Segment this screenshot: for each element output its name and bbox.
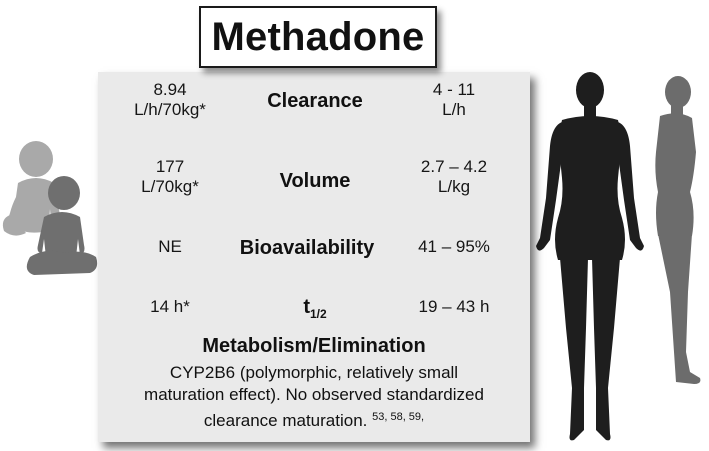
pediatric-half-life-line-1: 14 h* bbox=[150, 297, 190, 316]
half-life-label: t1/2 bbox=[240, 295, 390, 326]
title-box: Methadone bbox=[199, 6, 437, 68]
pediatric-volume-line-2: L/70kg* bbox=[141, 177, 199, 196]
adult-half-life-line-1: 19 – 43 h bbox=[418, 297, 490, 316]
pediatric-clearance-line-2: L/h/70kg* bbox=[134, 100, 206, 119]
volume-label: Volume bbox=[279, 170, 351, 192]
pediatric-bioavailability-value: NE bbox=[100, 237, 240, 257]
adult-clearance-value: 4 - 11 L/h bbox=[386, 80, 522, 120]
pediatric-clearance-value: 8.94 L/h/70kg* bbox=[100, 80, 240, 120]
page-title: Methadone bbox=[211, 14, 425, 59]
parameter-panel bbox=[98, 72, 530, 442]
metabolism-line-1: CYP2B6 (polymorphic, relatively small bbox=[169, 363, 459, 382]
adult-bioavailability-line-1: 41 – 95% bbox=[418, 237, 490, 256]
pediatric-clearance-line-1: 8.94 bbox=[153, 80, 187, 99]
metabolism-references: 53, 58, 59, bbox=[372, 411, 425, 423]
adult-side-silhouette-icon bbox=[655, 76, 701, 384]
half-life-label-main: t bbox=[303, 296, 310, 318]
half-life-label-subscript: 1/2 bbox=[309, 307, 327, 321]
pediatric-bioavailability-line-1: NE bbox=[158, 237, 182, 256]
adult-volume-value: 2.7 – 4.2 L/kg bbox=[386, 157, 522, 197]
metabolism-line-3-wrap: clearance maturation. 53, 58, 59, bbox=[98, 406, 530, 432]
adult-woman-silhouette-icon bbox=[536, 72, 644, 441]
adult-clearance-line-1: 4 - 11 bbox=[432, 80, 476, 99]
pediatric-half-life-value: 14 h* bbox=[100, 297, 240, 317]
adult-clearance-line-2: L/h bbox=[442, 100, 466, 119]
metabolism-heading: Metabolism/Elimination bbox=[202, 335, 426, 357]
pediatric-volume-line-1: 177 bbox=[155, 157, 185, 176]
pediatric-volume-value: 177 L/70kg* bbox=[100, 157, 240, 197]
metabolism-line-3: clearance maturation. bbox=[203, 411, 368, 430]
children-silhouette-icon bbox=[2, 141, 98, 275]
adult-bioavailability-value: 41 – 95% bbox=[386, 237, 522, 257]
adult-volume-line-2: L/kg bbox=[437, 177, 471, 196]
metabolism-line-2: maturation effect). No observed standard… bbox=[144, 385, 484, 404]
adult-half-life-value: 19 – 43 h bbox=[386, 297, 522, 317]
metabolism-description: CYP2B6 (polymorphic, relatively small ma… bbox=[98, 362, 530, 432]
clearance-label: Clearance bbox=[267, 90, 363, 112]
bioavailability-label: Bioavailability bbox=[239, 237, 375, 259]
adult-volume-line-1: 2.7 – 4.2 bbox=[420, 157, 488, 176]
